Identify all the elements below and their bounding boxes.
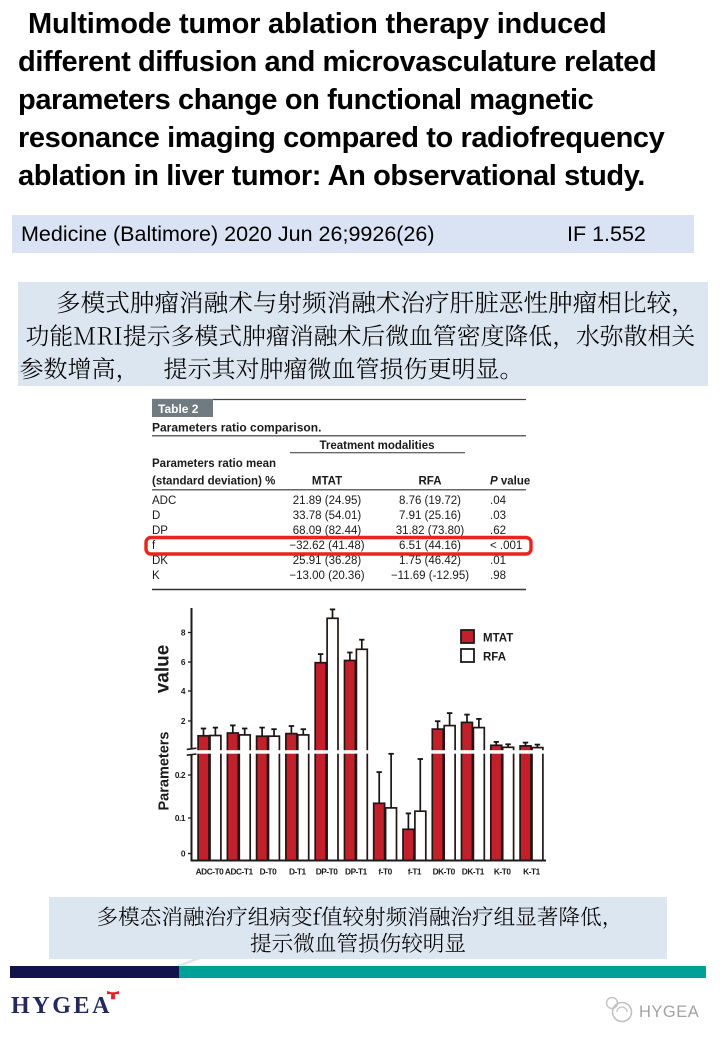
svg-text:D-T1: D-T1 [289, 867, 306, 877]
svg-text:DP: DP [152, 525, 168, 537]
svg-text:P value: P value [490, 476, 530, 488]
svg-text:25.91 (36.28): 25.91 (36.28) [293, 555, 362, 567]
svg-text:8: 8 [181, 628, 186, 638]
svg-text:0.2: 0.2 [175, 770, 186, 780]
svg-text:.04: .04 [490, 495, 507, 507]
svg-text:1.75 (46.42): 1.75 (46.42) [399, 555, 461, 567]
svg-text:DP-T0: DP-T0 [316, 867, 339, 877]
svg-text:Parameters ratio mean: Parameters ratio mean [152, 458, 276, 470]
svg-text:MTAT: MTAT [312, 476, 342, 488]
svg-text:.01: .01 [490, 555, 506, 567]
svg-text:DK: DK [152, 555, 168, 567]
svg-text:Parameters ratio comparison.: Parameters ratio comparison. [152, 421, 321, 435]
svg-text:Table 2: Table 2 [158, 402, 199, 416]
svg-text:D-T0: D-T0 [260, 867, 277, 877]
svg-text:RFA: RFA [419, 476, 442, 488]
svg-text:RFA: RFA [483, 652, 506, 664]
svg-text:DK-T0: DK-T0 [433, 867, 456, 877]
svg-text:−32.62 (41.48): −32.62 (41.48) [289, 540, 364, 552]
svg-text:(standard deviation) %: (standard deviation) % [152, 476, 275, 488]
svg-text:f-T1: f-T1 [408, 867, 422, 877]
svg-text:2: 2 [181, 716, 186, 726]
svg-text:MTAT: MTAT [483, 633, 513, 645]
svg-text:0.1: 0.1 [175, 813, 186, 823]
svg-text:0: 0 [181, 849, 186, 859]
svg-text:21.89 (24.95): 21.89 (24.95) [293, 495, 362, 507]
svg-text:−11.69 (-12.95): −11.69 (-12.95) [391, 570, 469, 582]
svg-text:8.76 (19.72): 8.76 (19.72) [399, 495, 461, 507]
svg-text:4: 4 [181, 686, 186, 696]
svg-text:.03: .03 [490, 510, 506, 522]
svg-text:ADC-T0: ADC-T0 [196, 867, 225, 877]
svg-text:.62: .62 [490, 525, 506, 537]
svg-text:7.91 (25.16): 7.91 (25.16) [399, 510, 461, 522]
svg-text:Treatment modalities: Treatment modalities [319, 440, 434, 452]
svg-text:DK-T1: DK-T1 [462, 867, 485, 877]
svg-text:D: D [152, 510, 160, 522]
svg-text:33.78 (54.01): 33.78 (54.01) [293, 510, 362, 522]
svg-text:ADC-T1: ADC-T1 [225, 867, 254, 877]
svg-text:Parameters: Parameters [157, 732, 173, 811]
svg-text:f: f [152, 540, 156, 552]
svg-text:.98: .98 [490, 570, 506, 582]
svg-text:31.82 (73.80): 31.82 (73.80) [396, 525, 465, 537]
svg-text:68.09 (82.44): 68.09 (82.44) [293, 525, 362, 537]
svg-text:−13.00 (20.36): −13.00 (20.36) [289, 570, 364, 582]
svg-text:f-T0: f-T0 [378, 867, 392, 877]
svg-text:K-T0: K-T0 [494, 867, 511, 877]
svg-text:DP-T1: DP-T1 [345, 867, 368, 877]
svg-text:value: value [153, 645, 174, 694]
svg-text:K: K [152, 570, 160, 582]
svg-text:6.51 (44.16): 6.51 (44.16) [399, 540, 461, 552]
svg-text:ADC: ADC [152, 495, 176, 507]
svg-text:K-T1: K-T1 [523, 867, 540, 877]
svg-text:6: 6 [181, 657, 186, 667]
svg-text:< .001: < .001 [490, 540, 522, 552]
